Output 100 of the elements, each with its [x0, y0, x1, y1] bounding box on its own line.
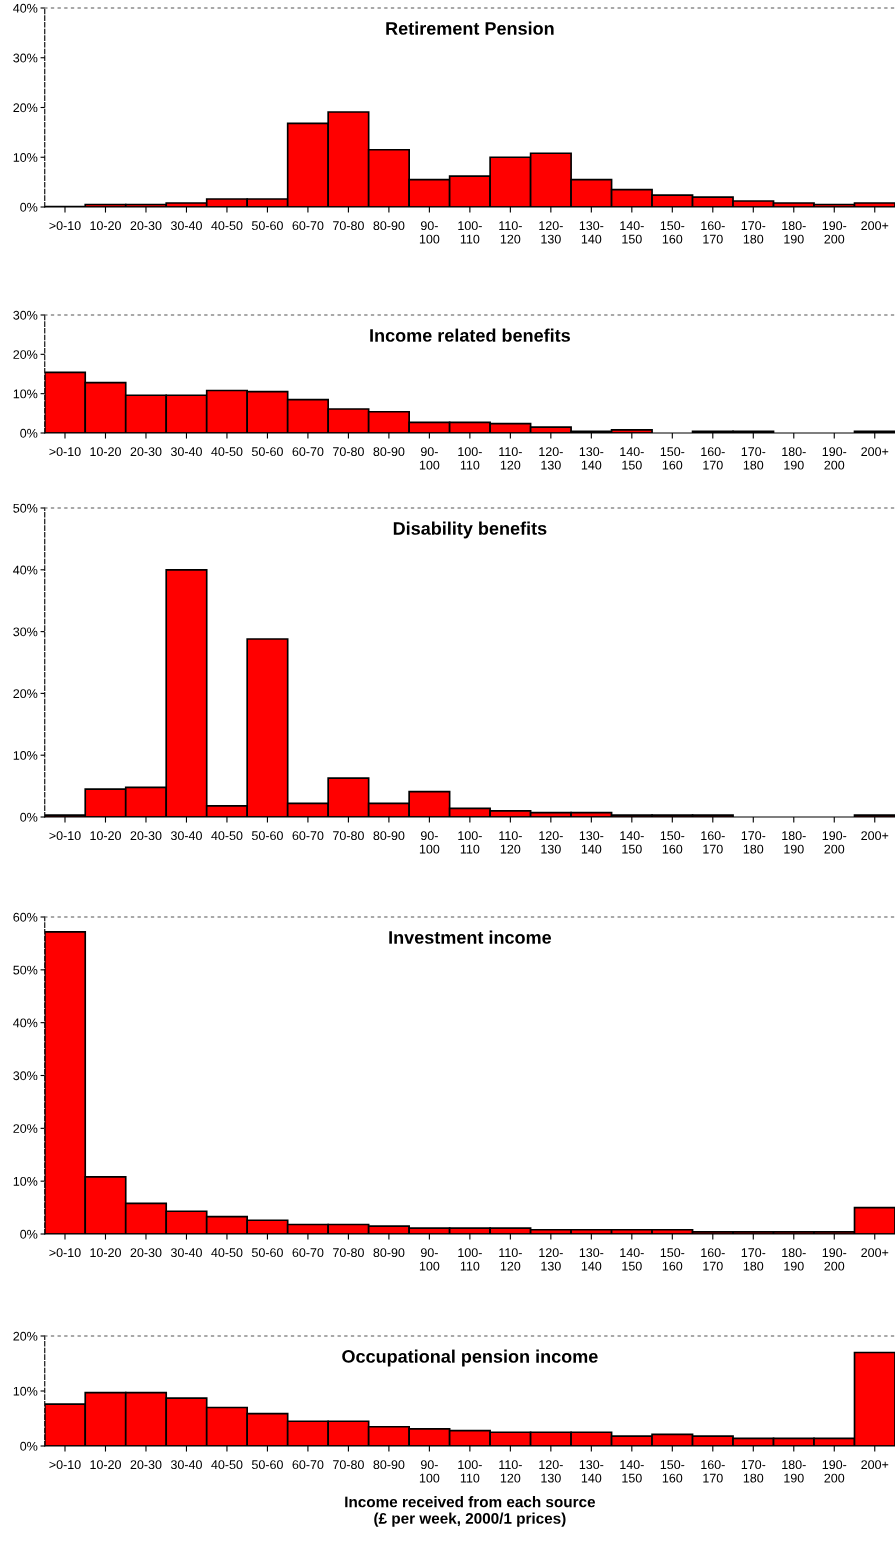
x-tick-label: 150- 160 [660, 831, 685, 854]
x-tick-label: 110- 120 [499, 221, 522, 244]
x-tick-label: 130- 140 [579, 221, 604, 244]
x-tick-label: 80-90 [373, 831, 405, 841]
x-tick-label: 100- 110 [458, 1248, 482, 1271]
x-tick-label: 40-50 [211, 1460, 243, 1470]
y-tick-label: 0% [20, 428, 38, 438]
x-tick-label: 180- 190 [782, 831, 806, 854]
x-tick-label: 200+ [861, 1460, 889, 1470]
x-tick-label: 100- 110 [458, 447, 482, 470]
x-tick-label: 110- 120 [499, 831, 522, 854]
x-tick-label: 70-80 [333, 447, 364, 457]
x-tick-label: 160- 170 [701, 1248, 725, 1271]
y-tick-label: 10% [13, 1386, 38, 1396]
x-tick-label: 90- 100 [419, 221, 440, 244]
x-tick-label: 10-20 [90, 831, 121, 841]
x-tick-label: 140- 150 [620, 1248, 644, 1271]
x-tick-label: 50-60 [251, 447, 283, 457]
x-tick-label: 70-80 [333, 221, 364, 231]
y-tick-label: 10% [13, 751, 38, 760]
x-tick-label: 50-60 [251, 1248, 283, 1258]
x-tick-label: 200+ [861, 447, 889, 457]
x-tick-label: 80-90 [373, 1248, 405, 1258]
y-tick-label: 10% [13, 153, 38, 162]
x-tick-label: 200+ [861, 1248, 889, 1258]
x-tick-label: 40-50 [211, 221, 243, 231]
x-tick-label: 120- 130 [539, 447, 563, 470]
x-tick-label: 20-30 [130, 831, 162, 841]
x-tick-label: 20-30 [130, 447, 162, 457]
y-tick-label: 20% [13, 689, 38, 699]
y-tick-label: 10% [13, 1176, 38, 1186]
x-tick-label: 80-90 [373, 221, 405, 231]
x-tick-label: 10-20 [90, 221, 121, 231]
x-tick-label: 60-70 [292, 1248, 324, 1258]
x-tick-label: 170- 180 [741, 447, 766, 470]
x-tick-label: 30-40 [170, 831, 202, 841]
x-tick-label: 130- 140 [579, 1248, 604, 1271]
x-tick-label: 180- 190 [782, 447, 806, 470]
text: Income related benefits [370, 328, 570, 342]
x-tick-label: 100- 110 [458, 1460, 482, 1483]
text: Investment income [389, 930, 552, 944]
x-tick-label: 80-90 [373, 447, 405, 457]
x-tick-label: 30-40 [170, 1460, 202, 1470]
y-tick-label: 20% [13, 1124, 38, 1133]
x-tick-label: 180- 190 [782, 221, 806, 244]
x-tick-label: 130- 140 [579, 1460, 604, 1483]
x-tick-label: 130- 140 [579, 447, 604, 470]
x-tick-label: 140- 150 [620, 447, 644, 470]
x-tick-label: >0-10 [49, 831, 81, 841]
x-tick-label: 170- 180 [741, 1460, 766, 1483]
x-tick-label: 160- 170 [701, 447, 725, 470]
text: Occupational pension income [342, 1349, 598, 1367]
x-tick-label: 30-40 [170, 1248, 202, 1258]
x-tick-label: 10-20 [90, 1248, 121, 1258]
x-tick-label: 150- 160 [660, 447, 685, 470]
x-tick-label: 90- 100 [419, 831, 440, 854]
y-tick-label: 40% [13, 1018, 38, 1028]
x-tick-label: 170- 180 [741, 831, 766, 854]
y-tick-label: 10% [13, 389, 38, 399]
x-tick-label: 100- 110 [458, 831, 482, 854]
x-tick-label: 190- 200 [822, 1460, 847, 1483]
x-tick-label: >0-10 [49, 1248, 81, 1258]
x-tick-label: 120- 130 [539, 831, 563, 854]
x-tick-label: 180- 190 [782, 1460, 806, 1483]
x-tick-label: 40-50 [211, 1248, 243, 1258]
y-tick-label: 30% [13, 1071, 38, 1081]
x-tick-label: 200+ [861, 831, 889, 841]
x-tick-label: 80-90 [373, 1460, 405, 1470]
x-tick-label: 200+ [861, 221, 889, 231]
y-tick-label: 0% [20, 812, 38, 822]
x-tick-label: 70-80 [333, 1248, 364, 1258]
x-tick-label: 140- 150 [620, 1460, 644, 1483]
x-tick-label: 50-60 [251, 1460, 283, 1470]
x-tick-label: >0-10 [49, 447, 81, 457]
x-tick-label: 20-30 [130, 221, 162, 231]
x-tick-label: 150- 160 [660, 221, 685, 244]
y-tick-label: 0% [20, 1229, 38, 1239]
x-tick-label: 110- 120 [499, 1248, 522, 1271]
x-tick-label: 130- 140 [579, 831, 604, 854]
x-axis-title: Income received from each source (£ per week, 2000/1 prices) [345, 1496, 596, 1527]
x-tick-label: >0-10 [49, 221, 81, 231]
x-tick-label: 10-20 [90, 447, 121, 457]
x-tick-label: 20-30 [130, 1248, 162, 1258]
x-tick-label: 40-50 [211, 447, 243, 457]
x-tick-label: 50-60 [251, 221, 283, 231]
x-tick-label: 50-60 [251, 831, 283, 841]
x-tick-label: 60-70 [292, 221, 324, 231]
x-tick-label: 120- 130 [539, 1460, 563, 1483]
y-tick-label: 60% [13, 912, 38, 922]
x-tick-label: 60-70 [292, 447, 324, 457]
x-tick-label: 140- 150 [620, 831, 644, 854]
x-tick-label: 70-80 [333, 831, 364, 841]
x-tick-label: 110- 120 [499, 447, 522, 470]
x-tick-label: 160- 170 [701, 831, 725, 854]
x-tick-label: 190- 200 [822, 1248, 847, 1271]
y-tick-label: 0% [20, 202, 38, 212]
x-tick-label: 120- 130 [539, 1248, 563, 1271]
x-tick-label: 100- 110 [458, 221, 482, 244]
y-tick-label: 20% [13, 103, 38, 113]
text: Retirement Pension [386, 21, 554, 35]
